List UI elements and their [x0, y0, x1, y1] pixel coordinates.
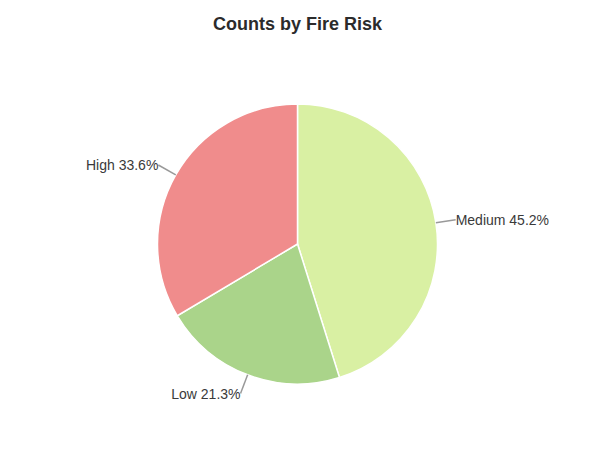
svg-text:Medium 45.2%: Medium 45.2%	[456, 212, 549, 228]
svg-text:Low 21.3%: Low 21.3%	[171, 386, 240, 402]
html-text:Counts by Fire Risk: Counts by Fire Risk	[213, 14, 382, 34]
svg-text:High 33.6%: High 33.6%	[86, 157, 158, 173]
